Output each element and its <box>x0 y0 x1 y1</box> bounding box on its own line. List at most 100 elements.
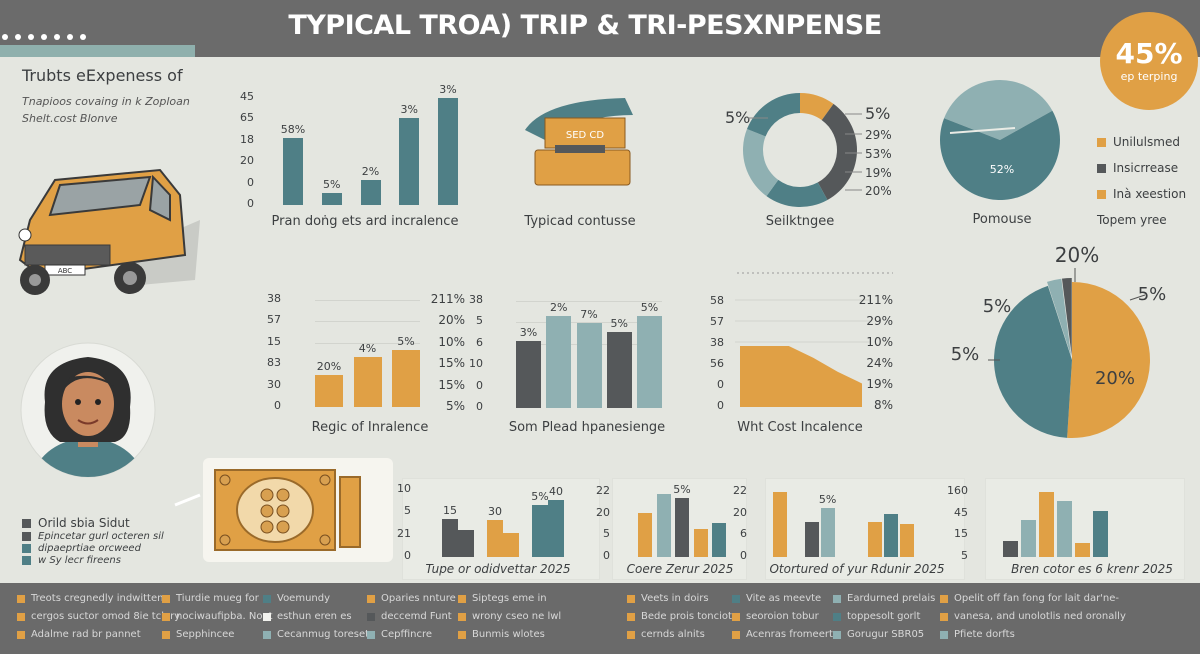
bar: 5% <box>819 493 836 557</box>
page-title: TYPICAL TROA) TRIP & TRI-PESXNPENSE <box>288 10 882 41</box>
suitcase-caption: Typicad contusse <box>524 214 636 229</box>
pie-slice <box>743 129 779 197</box>
y-tick-label: 0 <box>274 399 281 412</box>
y-tick-label: 0 <box>476 400 483 413</box>
bar <box>1075 542 1090 557</box>
intro-line-2: Shelt.cost Blonve <box>22 112 118 125</box>
pomouse-pie: 52% <box>940 80 1060 200</box>
y-tick-label: 20% <box>438 313 465 328</box>
legend-swatch <box>263 612 271 621</box>
bar <box>656 493 671 557</box>
bar <box>1003 540 1018 557</box>
legend-label: Bunmis wlotes <box>472 629 545 640</box>
legend-swatch <box>627 612 635 621</box>
bar-data-label: 5% <box>323 178 341 192</box>
bar: 15 <box>442 504 458 557</box>
data-label: 211% <box>859 293 893 307</box>
legend-label: Treots cregnedly indwitten- <box>31 593 168 604</box>
chart-3-title: Som Plead hpanesienge <box>508 420 666 435</box>
legend-item: dipaeprtiae orcweed <box>22 543 164 554</box>
footer-legend-item: esthun eren es <box>263 611 352 622</box>
footer-legend-item: Siptegs eme in <box>458 593 547 604</box>
bar <box>1093 510 1108 557</box>
big-pie-chart: 20% 5% 5% 5% 20% <box>951 243 1166 438</box>
bar-data-label: 5% <box>531 489 549 503</box>
legend-swatch <box>22 544 31 553</box>
legend-swatch <box>263 630 271 639</box>
person-legend: Orild sbia Sidut Epincetar gurl octeren s… <box>22 516 164 567</box>
footer-legend-item: Cecanmug toreset <box>263 629 369 640</box>
footer-legend-item: Adalme rad br pannet <box>17 629 141 640</box>
legend-label: Gorugur SBR05 <box>847 629 925 640</box>
legend-label: Orild sbia Sidut <box>38 516 130 530</box>
y-tick-label: 0 <box>603 549 610 562</box>
bar <box>638 512 652 557</box>
bar: 30 <box>487 505 503 557</box>
data-label: 19% <box>866 377 893 391</box>
footer-legend-item: Sepphincee <box>162 629 234 640</box>
legend-swatch <box>1097 137 1106 147</box>
y-tick-label: 15% <box>438 377 465 392</box>
bar-chart-3: 3% 2% 7% 5% 5% <box>487 301 662 408</box>
legend-swatch <box>627 630 635 639</box>
pie-slice <box>940 110 1060 200</box>
legend-label: Cecanmug toreset <box>277 629 370 640</box>
footer-legend-item: Bede prois tonciot <box>627 611 732 622</box>
bar <box>804 521 819 557</box>
legend-label: Acenras fromeert <box>746 629 833 640</box>
panel-4 <box>985 478 1185 580</box>
y-tick-label: 20 <box>733 505 747 519</box>
bar-data-label: 40 <box>549 485 563 499</box>
bar-data-label: 3% <box>400 103 418 117</box>
pie-slice <box>766 179 828 207</box>
y-tick-label: 5 <box>603 527 610 541</box>
bar: 2% <box>546 301 572 408</box>
bar-data-label: 5% <box>397 335 415 349</box>
data-label: 5% <box>951 344 980 365</box>
y-tick-label: 30 <box>267 377 281 391</box>
intro-heading: Trubts eExpeness of <box>22 66 183 85</box>
bar: 4% <box>353 342 382 407</box>
data-label: 52% <box>990 163 1014 176</box>
bar-chart-1: 58% 5% 2% 3% 3% <box>258 83 458 205</box>
pie-legend: Unilulsmed Insicrrease Inà xeestion Topem y… <box>1097 135 1186 239</box>
legend-swatch <box>162 630 170 639</box>
bar-chart-panel-1: 15 30 5% 40 <box>415 485 587 557</box>
data-label: 38 <box>710 336 724 349</box>
legend-label: Tiurdie mueg for <box>176 593 259 604</box>
data-label: 58 <box>710 294 724 307</box>
bar: 7% <box>576 308 602 408</box>
legend-label: seoroion tobur <box>746 611 819 622</box>
y-tick-label: 5 <box>476 314 483 328</box>
legend-label: Voemundy <box>277 593 331 604</box>
legend-label: Adalme rad br pannet <box>31 629 141 640</box>
data-label: 8% <box>874 398 893 412</box>
chart-2-title: Regic of Inralence <box>311 420 429 435</box>
bar <box>1057 501 1072 557</box>
area-chart: 58 57 38 56 0 0 211% 29% 10% 24% 19% 8% <box>710 272 893 412</box>
bar-data-label: 20% <box>316 359 342 373</box>
y-tick-label: 0 <box>247 197 254 210</box>
bar: 3% <box>438 83 458 205</box>
bar <box>503 532 519 557</box>
y-tick-label: 38 <box>469 293 483 306</box>
header-dot <box>80 34 86 40</box>
pie-slice <box>1067 282 1150 438</box>
legend-label: Oparies nnture <box>381 593 456 604</box>
bar: 20% <box>315 360 343 407</box>
y-tick-label: 57 <box>267 313 281 327</box>
data-label: 57 <box>710 315 724 328</box>
footer-legend-item: toppesolt gorlt <box>833 611 920 622</box>
legend-item: Topem yree <box>1097 213 1186 227</box>
header-dot <box>15 34 21 40</box>
legend-swatch <box>458 612 466 621</box>
legend-label: Bede prois tonciot <box>641 611 732 622</box>
bar: 5% <box>637 301 662 408</box>
bar-chart-panel-4 <box>972 492 1108 557</box>
legend-swatch <box>833 630 841 639</box>
y-tick-label: 160 <box>947 484 968 497</box>
legend-swatch <box>17 630 25 639</box>
y-tick-label: 45 <box>954 505 968 519</box>
bar: 5% <box>673 483 691 557</box>
y-tick-label: 0 <box>476 378 483 392</box>
